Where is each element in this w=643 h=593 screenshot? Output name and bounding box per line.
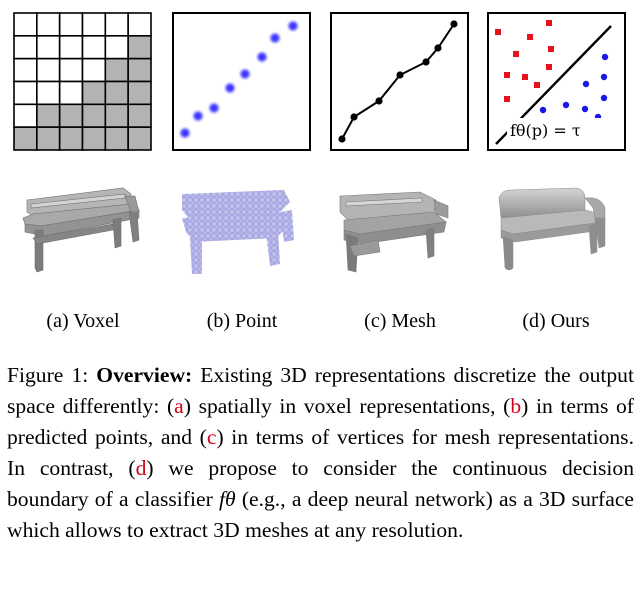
- voxel-cell: [81, 80, 107, 106]
- voxel-cell: [127, 126, 152, 151]
- point-sample: [191, 109, 205, 123]
- mesh-diagram: [330, 12, 469, 151]
- voxel-bench-render: [13, 182, 153, 282]
- voxel-cell: [127, 80, 152, 106]
- outside-sample: [582, 80, 590, 88]
- inside-sample: [548, 46, 554, 52]
- inside-sample: [504, 72, 510, 78]
- mesh-label: (c) Mesh: [364, 310, 436, 332]
- voxel-cell: [13, 126, 38, 151]
- outside-sample: [562, 101, 570, 109]
- inside-sample: [534, 82, 540, 88]
- voxel-cell: [127, 57, 152, 83]
- outside-sample: [600, 73, 608, 81]
- voxel-cell: [36, 103, 61, 128]
- inside-sample: [546, 20, 552, 26]
- voxel-cell: [36, 12, 61, 37]
- voxel-cell: [104, 80, 129, 106]
- voxel-cell: [81, 12, 107, 37]
- caption-text-5: ) we pro­pose to consider the continuous…: [7, 456, 634, 511]
- voxel-cell: [127, 103, 152, 128]
- caption-text-2: ) spatially in voxel represen­tations, (: [183, 394, 511, 418]
- voxel-cell: [104, 35, 129, 60]
- caption-text-6: (e.g., a deep neural network) as a 3D su…: [7, 487, 634, 542]
- voxel-cell: [36, 35, 61, 60]
- inside-sample: [513, 51, 519, 57]
- voxel-cell: [104, 12, 129, 37]
- figure-caption: Figure 1: Overview: Existing 3D represen…: [7, 360, 634, 546]
- inside-sample: [527, 34, 533, 40]
- voxel-cell: [13, 103, 38, 128]
- voxel-cell: [127, 35, 152, 60]
- ref-a-link[interactable]: a: [174, 394, 184, 418]
- mesh-vertex: [450, 20, 458, 28]
- voxel-cell: [58, 103, 84, 128]
- ref-d-link[interactable]: d: [135, 456, 147, 480]
- boundary-formula: fθ(p) = τ: [510, 121, 581, 140]
- voxel-cell: [104, 103, 129, 128]
- inside-sample: [546, 64, 552, 70]
- inside-sample: [495, 29, 501, 35]
- voxel-cell: [58, 126, 84, 151]
- voxel-cell: [58, 35, 84, 60]
- voxel-cell: [13, 57, 38, 83]
- outside-sample: [600, 94, 608, 102]
- mesh-bench-render: [330, 182, 470, 282]
- decision-boundary-diagram: fθ(p) = τ: [487, 12, 626, 151]
- mesh-vertex: [422, 58, 430, 66]
- caption-prefix: Figure 1:: [7, 363, 97, 387]
- mesh-vertices: [338, 20, 458, 143]
- inside-sample: [504, 96, 510, 102]
- inside-sample: [522, 74, 528, 80]
- ours-label: (d) Ours: [522, 310, 590, 332]
- outside-sample: [581, 105, 589, 113]
- voxel-cell: [81, 35, 107, 60]
- mesh-vertex: [396, 71, 404, 79]
- voxel-label: (a) Voxel: [46, 310, 120, 332]
- point-sample: [238, 67, 252, 81]
- voxel-cell: [104, 57, 129, 83]
- outside-sample: [539, 106, 547, 114]
- mesh-vertex: [434, 44, 442, 52]
- point-label: (b) Point: [206, 310, 278, 332]
- voxel-cell: [36, 80, 61, 106]
- caption-text-4: ) in terms of vertices for mesh represen…: [7, 425, 634, 480]
- point-cloud-diagram: [172, 12, 311, 151]
- voxel-cell: [36, 57, 61, 83]
- voxel-cell: [36, 126, 61, 151]
- outside-sample: [601, 53, 609, 61]
- voxel-cell: [104, 126, 129, 151]
- voxel-cell: [81, 57, 107, 83]
- mesh-vertex: [350, 113, 358, 121]
- ours-bench-render: [487, 182, 627, 282]
- caption-text-1: Existing 3D representations discretize t…: [7, 363, 634, 418]
- voxel-cell: [13, 12, 38, 37]
- point-bench-render: [172, 182, 312, 282]
- voxel-cell: [13, 35, 38, 60]
- voxel-grid-diagram: [13, 12, 152, 151]
- point-sample: [255, 50, 269, 64]
- voxel-cell: [81, 126, 107, 151]
- point-sample: [207, 101, 221, 115]
- voxel-cell: [58, 12, 84, 37]
- mesh-vertex: [375, 97, 383, 105]
- point-sample: [178, 126, 192, 140]
- point-sample: [268, 31, 282, 45]
- ref-c-link[interactable]: c: [206, 425, 217, 449]
- ref-b-link[interactable]: b: [510, 394, 522, 418]
- caption-text-3: ) in terms of predicted points, and (: [7, 394, 634, 449]
- point-sample: [223, 81, 237, 95]
- voxel-cell: [127, 12, 152, 37]
- mesh-vertex: [338, 135, 346, 143]
- classifier-symbol: fθ: [219, 487, 236, 511]
- voxel-cell: [58, 57, 84, 83]
- point-frame: [172, 12, 311, 151]
- point-sample: [286, 19, 300, 33]
- voxel-cell: [58, 80, 84, 106]
- voxel-cell: [13, 80, 38, 106]
- caption-title: Overview:: [96, 363, 193, 387]
- voxel-cell: [81, 103, 107, 128]
